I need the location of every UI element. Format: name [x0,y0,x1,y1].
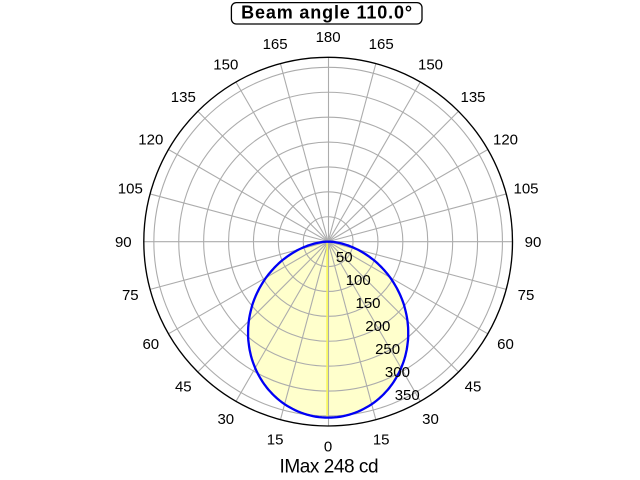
svg-text:45: 45 [175,379,192,396]
svg-text:105: 105 [513,181,538,198]
svg-text:Beam angle 110.0°: Beam angle 110.0° [241,3,413,23]
svg-text:30: 30 [422,411,439,428]
svg-text:90: 90 [525,234,542,251]
svg-text:165: 165 [263,36,288,53]
svg-text:105: 105 [118,181,143,198]
svg-text:120: 120 [138,131,163,148]
svg-text:30: 30 [217,411,234,428]
svg-text:45: 45 [465,379,482,396]
svg-text:75: 75 [518,287,535,304]
svg-text:60: 60 [497,336,514,353]
svg-text:250: 250 [375,341,400,358]
svg-text:200: 200 [365,318,390,335]
svg-text:300: 300 [385,364,410,381]
svg-text:90: 90 [115,234,132,251]
svg-text:180: 180 [316,29,341,46]
svg-text:60: 60 [142,336,159,353]
svg-text:15: 15 [267,432,284,449]
svg-text:IMax 248 cd: IMax 248 cd [280,456,379,477]
svg-text:100: 100 [346,272,371,289]
svg-text:15: 15 [373,432,390,449]
svg-text:75: 75 [122,287,139,304]
svg-text:165: 165 [369,36,394,53]
svg-text:150: 150 [418,56,443,73]
svg-text:50: 50 [336,249,353,266]
svg-text:135: 135 [460,89,485,106]
svg-text:0: 0 [324,439,332,456]
svg-text:350: 350 [395,387,420,404]
svg-text:150: 150 [213,56,238,73]
svg-text:150: 150 [356,295,381,312]
svg-text:120: 120 [493,131,518,148]
svg-text:135: 135 [171,89,196,106]
